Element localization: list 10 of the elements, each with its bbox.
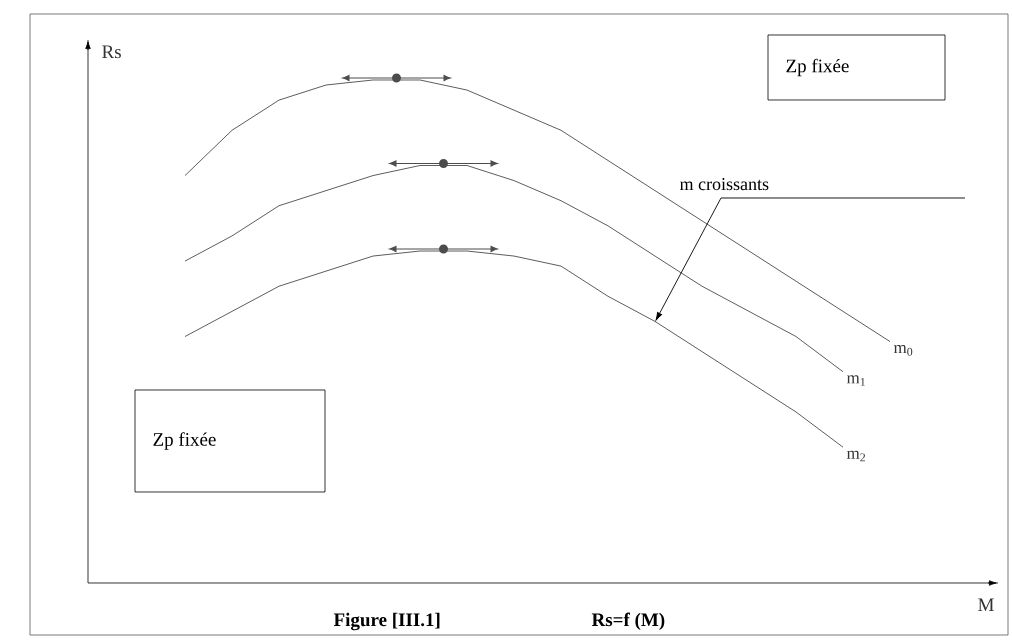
text: Zp fixée	[786, 58, 849, 77]
series-label: m$_{0}$	[893, 345, 913, 356]
y-axis-title: Rs	[102, 45, 121, 59]
text: Rs=f (M)	[591, 612, 665, 631]
annotation: Zp fixée	[153, 432, 216, 450]
annotation: m croissants	[679, 178, 769, 191]
series-label: m$_{1}$	[846, 375, 865, 386]
text: Figure [III.1]	[333, 612, 440, 631]
series-label: m$_{2}$	[846, 450, 866, 462]
x-axis-title: M	[978, 598, 994, 611]
